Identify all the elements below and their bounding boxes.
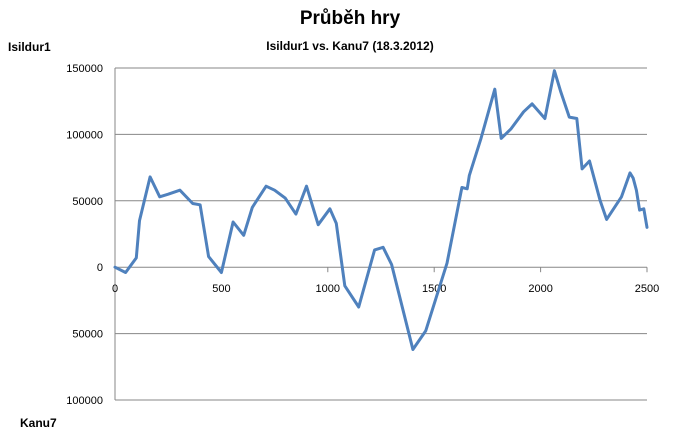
x-tick-label: 0 bbox=[112, 283, 118, 295]
chart-subtitle: Isildur1 vs. Kanu7 (18.3.2012) bbox=[266, 39, 434, 53]
x-tick-label: 500 bbox=[212, 283, 230, 295]
player-bottom-label: Kanu7 bbox=[20, 416, 57, 430]
y-tick-label: 50000 bbox=[72, 196, 103, 208]
chart-title: Průběh hry bbox=[299, 8, 401, 29]
y-tick-label: 50000 bbox=[72, 329, 103, 341]
y-tick-label: 0 bbox=[97, 262, 103, 274]
x-tick-label: 2500 bbox=[635, 283, 659, 295]
y-tick-label: 100000 bbox=[66, 129, 103, 141]
x-tick-label: 1000 bbox=[316, 283, 340, 295]
y-tick-label: 100000 bbox=[66, 395, 103, 407]
x-tick-label: 1500 bbox=[422, 283, 446, 295]
y-tick-label: 150000 bbox=[66, 63, 103, 75]
player-top-label: Isildur1 bbox=[8, 40, 51, 54]
x-tick-label: 2000 bbox=[528, 283, 552, 295]
series-line bbox=[113, 69, 649, 351]
